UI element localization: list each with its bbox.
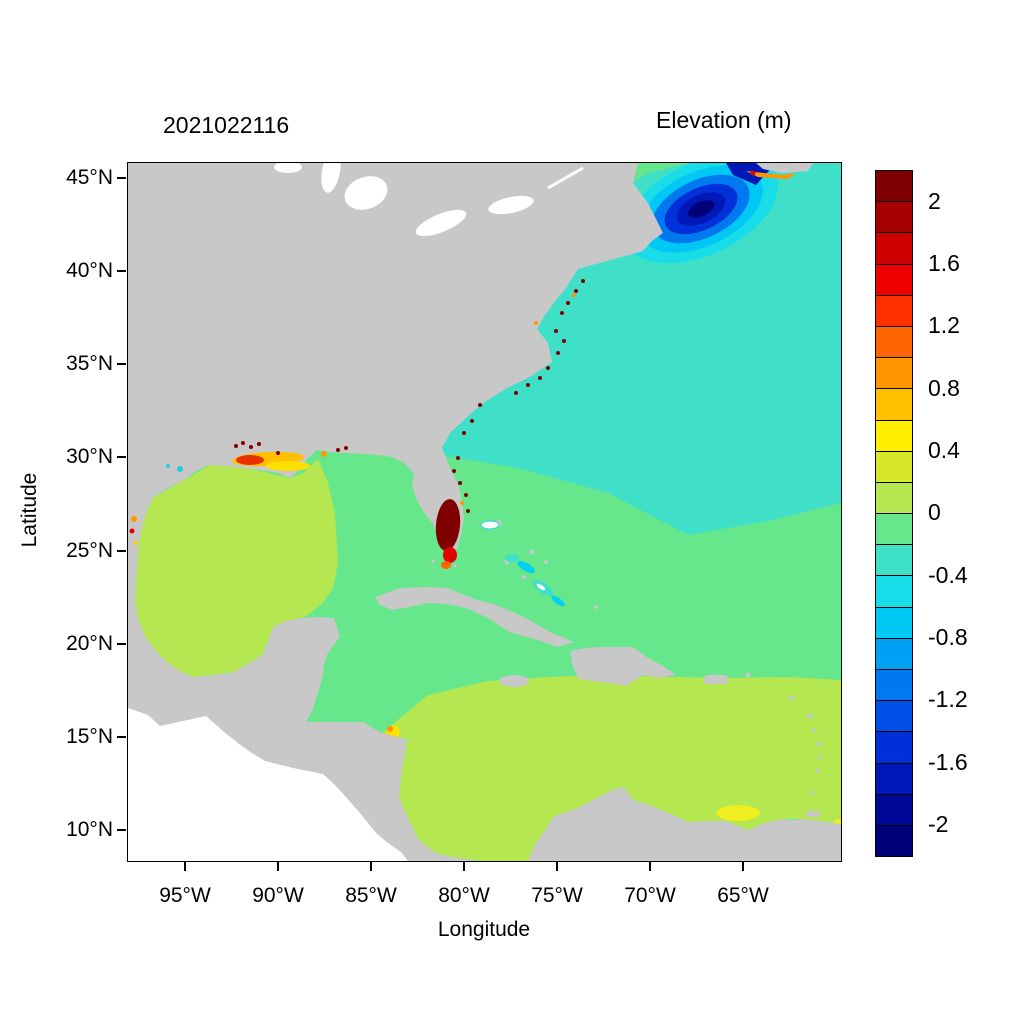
pacific-no-data <box>128 708 408 861</box>
elevation-map <box>128 163 841 861</box>
colorbar-swatches <box>875 170 913 857</box>
x-tick-label: 80°W <box>438 884 490 907</box>
x-axis-title: Longitude <box>437 918 531 941</box>
y-tick-label: 40°N <box>66 259 113 282</box>
colorbar-segment <box>876 669 912 701</box>
land-jamaica <box>499 675 529 687</box>
x-tick-label: 70°W <box>624 884 676 907</box>
colorbar-segment <box>876 294 912 326</box>
timestamp-title: 2021022116 <box>163 112 290 138</box>
x-tick-label: 95°W <box>159 884 211 907</box>
colorbar-label: 1.2 <box>928 312 960 338</box>
colorbar-segment <box>876 637 912 669</box>
great-lakes <box>274 163 584 237</box>
x-tick-mark <box>556 862 558 871</box>
land-nova-scotia <box>756 163 813 173</box>
colorbar-label: 1.6 <box>928 250 960 276</box>
colorbar-label: -0.4 <box>928 562 968 588</box>
x-tick-mark <box>742 862 744 871</box>
colorbar-segment <box>876 450 912 482</box>
colorbar-label: -0.8 <box>928 624 968 650</box>
venezuela-yellow-patch <box>716 805 760 821</box>
colorbar-label: 0 <box>928 499 941 525</box>
land-bahamas <box>496 520 598 609</box>
y-axis-title: Latitude <box>18 472 41 548</box>
y-tick-mark <box>117 363 126 365</box>
colorbar-segment <box>876 357 912 389</box>
y-tick-label: 10°N <box>66 818 113 841</box>
y-tick-label: 25°N <box>66 539 113 562</box>
north-gulf-surge-patches <box>166 451 327 472</box>
colorbar-segment <box>876 263 912 295</box>
x-tick-mark <box>463 862 465 871</box>
y-tick-mark <box>117 270 126 272</box>
colorbar-title: Elevation (m) <box>656 107 792 133</box>
y-tick-mark <box>117 643 126 645</box>
y-tick-label: 15°N <box>66 725 113 748</box>
colorbar-segment <box>876 388 912 420</box>
colorbar-segment <box>876 824 912 857</box>
colorbar-segment <box>876 513 912 545</box>
colorbar-segment <box>876 232 912 264</box>
colorbar-label: -2 <box>928 811 949 837</box>
y-tick-mark <box>117 829 126 831</box>
colorbar-label: -1.2 <box>928 686 968 712</box>
florida-surge-blob <box>435 499 461 569</box>
colorbar-segment <box>876 171 912 202</box>
x-tick-mark <box>370 862 372 871</box>
colorbar-segment <box>876 606 912 638</box>
y-tick-label: 30°N <box>66 445 113 468</box>
y-tick-mark <box>117 736 126 738</box>
y-tick-label: 35°N <box>66 352 113 375</box>
colorbar-segment <box>876 419 912 451</box>
x-tick-mark <box>184 862 186 871</box>
colorbar-segment <box>876 481 912 514</box>
colorbar-segment <box>876 793 912 825</box>
nicaragua-orange-dot <box>387 726 393 732</box>
colorbar-segment <box>876 700 912 732</box>
colorbar-label: 2 <box>928 188 941 214</box>
colorbar-label: 0.8 <box>928 375 960 401</box>
colorbar-segment <box>876 325 912 358</box>
coastal-orange-speckles <box>460 293 576 505</box>
x-tick-mark <box>649 862 651 871</box>
x-tick-mark <box>277 862 279 871</box>
colorbar-label: -1.6 <box>928 749 968 775</box>
x-tick-label: 65°W <box>717 884 769 907</box>
coastal-surge-speckles <box>234 279 585 513</box>
fundy-orange-strip <box>746 171 796 179</box>
gulf-yellowgreen-region <box>135 459 338 677</box>
land <box>128 163 841 861</box>
land-north-central-america <box>128 163 663 861</box>
gulf-of-maine-surge-blob <box>624 163 778 264</box>
map-plot-area <box>127 162 842 862</box>
y-tick-mark <box>117 456 126 458</box>
x-tick-label: 90°W <box>252 884 304 907</box>
y-tick-mark <box>117 177 126 179</box>
land-hispaniola <box>570 647 676 686</box>
atlantic-teal-region <box>428 163 841 535</box>
colorbar-segment <box>876 201 912 233</box>
colorbar-label: 0.4 <box>928 437 960 463</box>
x-tick-label: 85°W <box>345 884 397 907</box>
y-tick-label: 20°N <box>66 632 113 655</box>
colorbar-segment <box>876 762 912 794</box>
land-lesser-antilles <box>745 672 822 817</box>
bahamas-patches <box>480 520 565 607</box>
y-tick-mark <box>117 550 126 552</box>
land-south-america <box>528 787 841 861</box>
fundy-red-dot <box>750 170 756 176</box>
colorbar-segment <box>876 575 912 607</box>
texas-coast-patches <box>129 516 138 545</box>
colorbar-segment <box>876 544 912 576</box>
y-tick-label: 45°N <box>66 166 113 189</box>
land-cuba <box>375 587 574 647</box>
land-puerto-rico <box>704 675 728 684</box>
x-tick-label: 75°W <box>531 884 583 907</box>
colorbar-segment <box>876 731 912 763</box>
